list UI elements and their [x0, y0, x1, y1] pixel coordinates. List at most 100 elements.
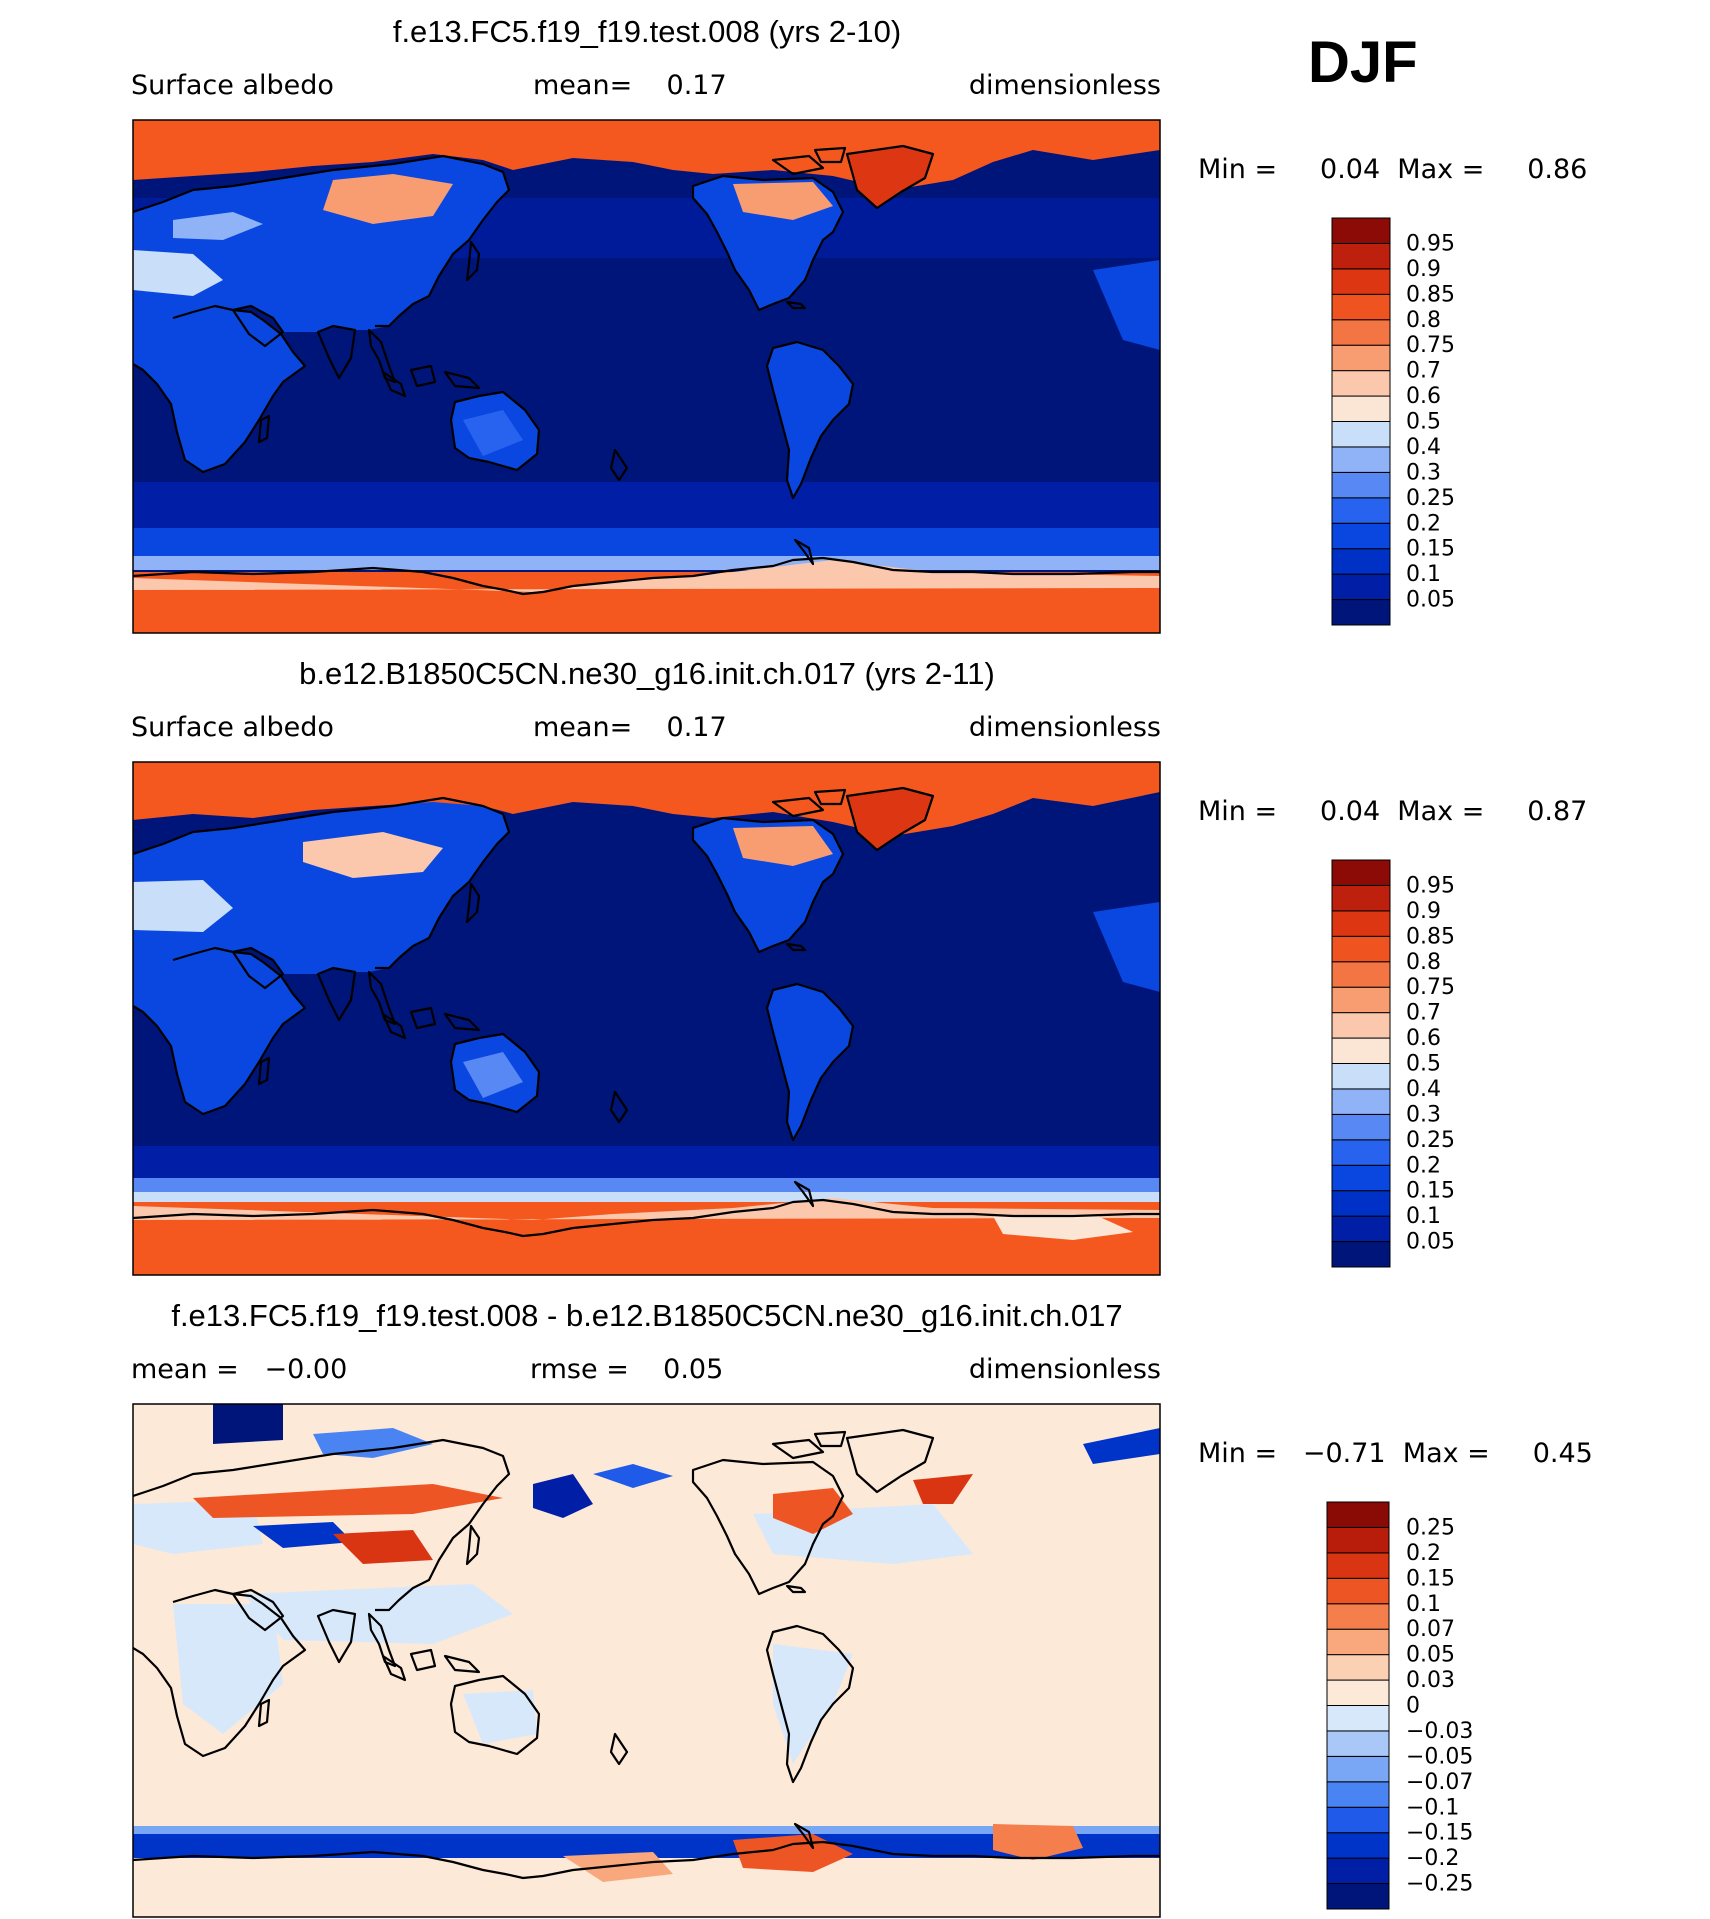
colorbar-label: 0.6	[1406, 1026, 1441, 1051]
panel-2-antarctic-coast-band	[133, 1198, 1160, 1220]
panel-3-map	[133, 1404, 1160, 1917]
panel-1-antarctic-coast-band	[133, 560, 1160, 592]
panel-3-antarctic-features	[563, 1824, 1083, 1882]
colorbar-box	[1331, 1215, 1391, 1243]
colorbar-box	[1331, 859, 1391, 886]
colorbar-box	[1331, 395, 1391, 422]
panel-1-midlat-band-s	[133, 482, 1160, 528]
colorbar-box	[1326, 1654, 1390, 1681]
colorbar-label: 0.03	[1406, 1668, 1455, 1693]
colorbar-label: 0.25	[1406, 1128, 1455, 1153]
colorbar-box	[1326, 1806, 1390, 1834]
colorbar-box	[1331, 599, 1391, 626]
colorbar-box	[1326, 1781, 1390, 1808]
colorbar-label: −0.25	[1406, 1872, 1473, 1897]
colorbar-box	[1326, 1526, 1390, 1554]
colorbar-box	[1331, 573, 1391, 601]
season-label: DJF	[1308, 30, 1418, 95]
colorbar-box	[1326, 1755, 1390, 1783]
colorbar-box	[1326, 1552, 1390, 1579]
panel-2-map-frame	[132, 761, 1161, 1276]
panel-2-min-max: Min = 0.04 Max = 0.87	[1198, 796, 1587, 827]
panel-3-so-blue-band-2	[133, 1826, 1160, 1834]
colorbar-label: 0.15	[1406, 1179, 1455, 1204]
colorbar-label: 0.05	[1406, 588, 1455, 613]
colorbar-label: 0.25	[1406, 1515, 1455, 1540]
colorbar-label: −0.15	[1406, 1821, 1473, 1846]
colorbar-box	[1326, 1857, 1390, 1885]
colorbar-label: 0.9	[1406, 899, 1441, 924]
colorbar-label: 0.8	[1406, 308, 1441, 333]
colorbar-label: 0.9	[1406, 257, 1441, 282]
panel-1-title: f.e13.FC5.f19_f19.test.008 (yrs 2-10)	[393, 14, 901, 49]
panel-2-highalbedo-land	[133, 762, 1160, 1098]
colorbar-label: −0.07	[1406, 1770, 1473, 1795]
colorbar-label: 0.07	[1406, 1617, 1455, 1642]
colorbar-box	[1326, 1603, 1390, 1630]
panel-1-map	[133, 120, 1160, 633]
colorbar-box	[1331, 1113, 1391, 1141]
panel-3-rmse-label: rmse = 0.05	[530, 1354, 723, 1385]
colorbar-label: 0.85	[1406, 282, 1455, 307]
colorbar-label: 0.6	[1406, 384, 1441, 409]
panel-3-title: f.e13.FC5.f19_f19.test.008 - b.e12.B1850…	[171, 1298, 1122, 1333]
colorbar-box	[1331, 1037, 1391, 1064]
panel-2-band-so	[133, 1178, 1160, 1194]
colorbar-label: 0.1	[1406, 562, 1441, 587]
colorbar-label: 0.95	[1406, 873, 1455, 898]
colorbar-box	[1326, 1883, 1390, 1910]
panel-1-highalbedo-land	[133, 120, 1160, 456]
colorbar-label: 0	[1406, 1694, 1420, 1719]
colorbar-box	[1331, 1063, 1391, 1090]
colorbar-box	[1326, 1705, 1390, 1732]
colorbar-box	[1331, 1241, 1391, 1268]
colorbar-label: 0.1	[1406, 1204, 1441, 1229]
colorbar-box	[1331, 268, 1391, 295]
colorbar-box	[1331, 471, 1391, 499]
colorbar-box	[1331, 370, 1391, 397]
panel-1-min-max: Min = 0.04 Max = 0.86	[1198, 154, 1587, 185]
panel-1: f.e13.FC5.f19_f19.test.008 (yrs 2-10) Su…	[131, 14, 1587, 634]
colorbar-label: −0.2	[1406, 1846, 1459, 1871]
colorbar-label: 0.5	[1406, 410, 1441, 435]
colorbar-label: 0.85	[1406, 924, 1455, 949]
colorbar-label: −0.05	[1406, 1744, 1473, 1769]
panel-1-map-frame	[132, 119, 1161, 634]
panel-3: f.e13.FC5.f19_f19.test.008 - b.e12.B1850…	[131, 1298, 1593, 1918]
panel-3-units-label: dimensionless	[969, 1354, 1161, 1385]
colorbar-label: 0.8	[1406, 950, 1441, 975]
colorbar-label: 0.3	[1406, 1102, 1441, 1127]
colorbar-label: 0.75	[1406, 333, 1455, 358]
panel-2-map	[133, 762, 1160, 1275]
colorbar-box	[1326, 1501, 1390, 1528]
panel-1-colorbar: 0.050.10.150.20.250.30.40.50.60.70.750.8…	[1331, 217, 1455, 626]
panel-2-colorbar: 0.050.10.150.20.250.30.40.50.60.70.750.8…	[1331, 859, 1455, 1268]
colorbar-label: 0.7	[1406, 359, 1441, 384]
panel-2-midlat-band-s	[133, 1146, 1160, 1180]
colorbar-label: 0.1	[1406, 1592, 1441, 1617]
panel-1-band-so2	[133, 556, 1160, 570]
colorbar-box	[1331, 522, 1391, 550]
colorbar-box	[1331, 1088, 1391, 1115]
panel-2: b.e12.B1850C5CN.ne30_g16.init.ch.017 (yr…	[131, 656, 1587, 1276]
colorbar-box	[1331, 242, 1391, 270]
panel-2-variable-label: Surface albedo	[131, 712, 334, 743]
colorbar-label: 0.7	[1406, 1001, 1441, 1026]
colorbar-box	[1331, 548, 1391, 575]
colorbar-label: 0.3	[1406, 460, 1441, 485]
colorbar-label: 0.15	[1406, 537, 1455, 562]
colorbar-box	[1331, 1190, 1391, 1217]
colorbar-label: 0.5	[1406, 1052, 1441, 1077]
colorbar-label: 0.2	[1406, 1153, 1441, 1178]
colorbar-box	[1326, 1679, 1390, 1706]
colorbar-label: 0.75	[1406, 975, 1455, 1000]
colorbar-box	[1326, 1577, 1390, 1605]
colorbar-box	[1331, 935, 1391, 963]
colorbar-label: 0.95	[1406, 231, 1455, 256]
colorbar-box	[1331, 910, 1391, 937]
colorbar-box	[1326, 1832, 1390, 1859]
panel-3-nh-features	[193, 1404, 1160, 1564]
colorbar-label: −0.1	[1406, 1795, 1459, 1820]
panel-2-units-label: dimensionless	[969, 712, 1161, 743]
